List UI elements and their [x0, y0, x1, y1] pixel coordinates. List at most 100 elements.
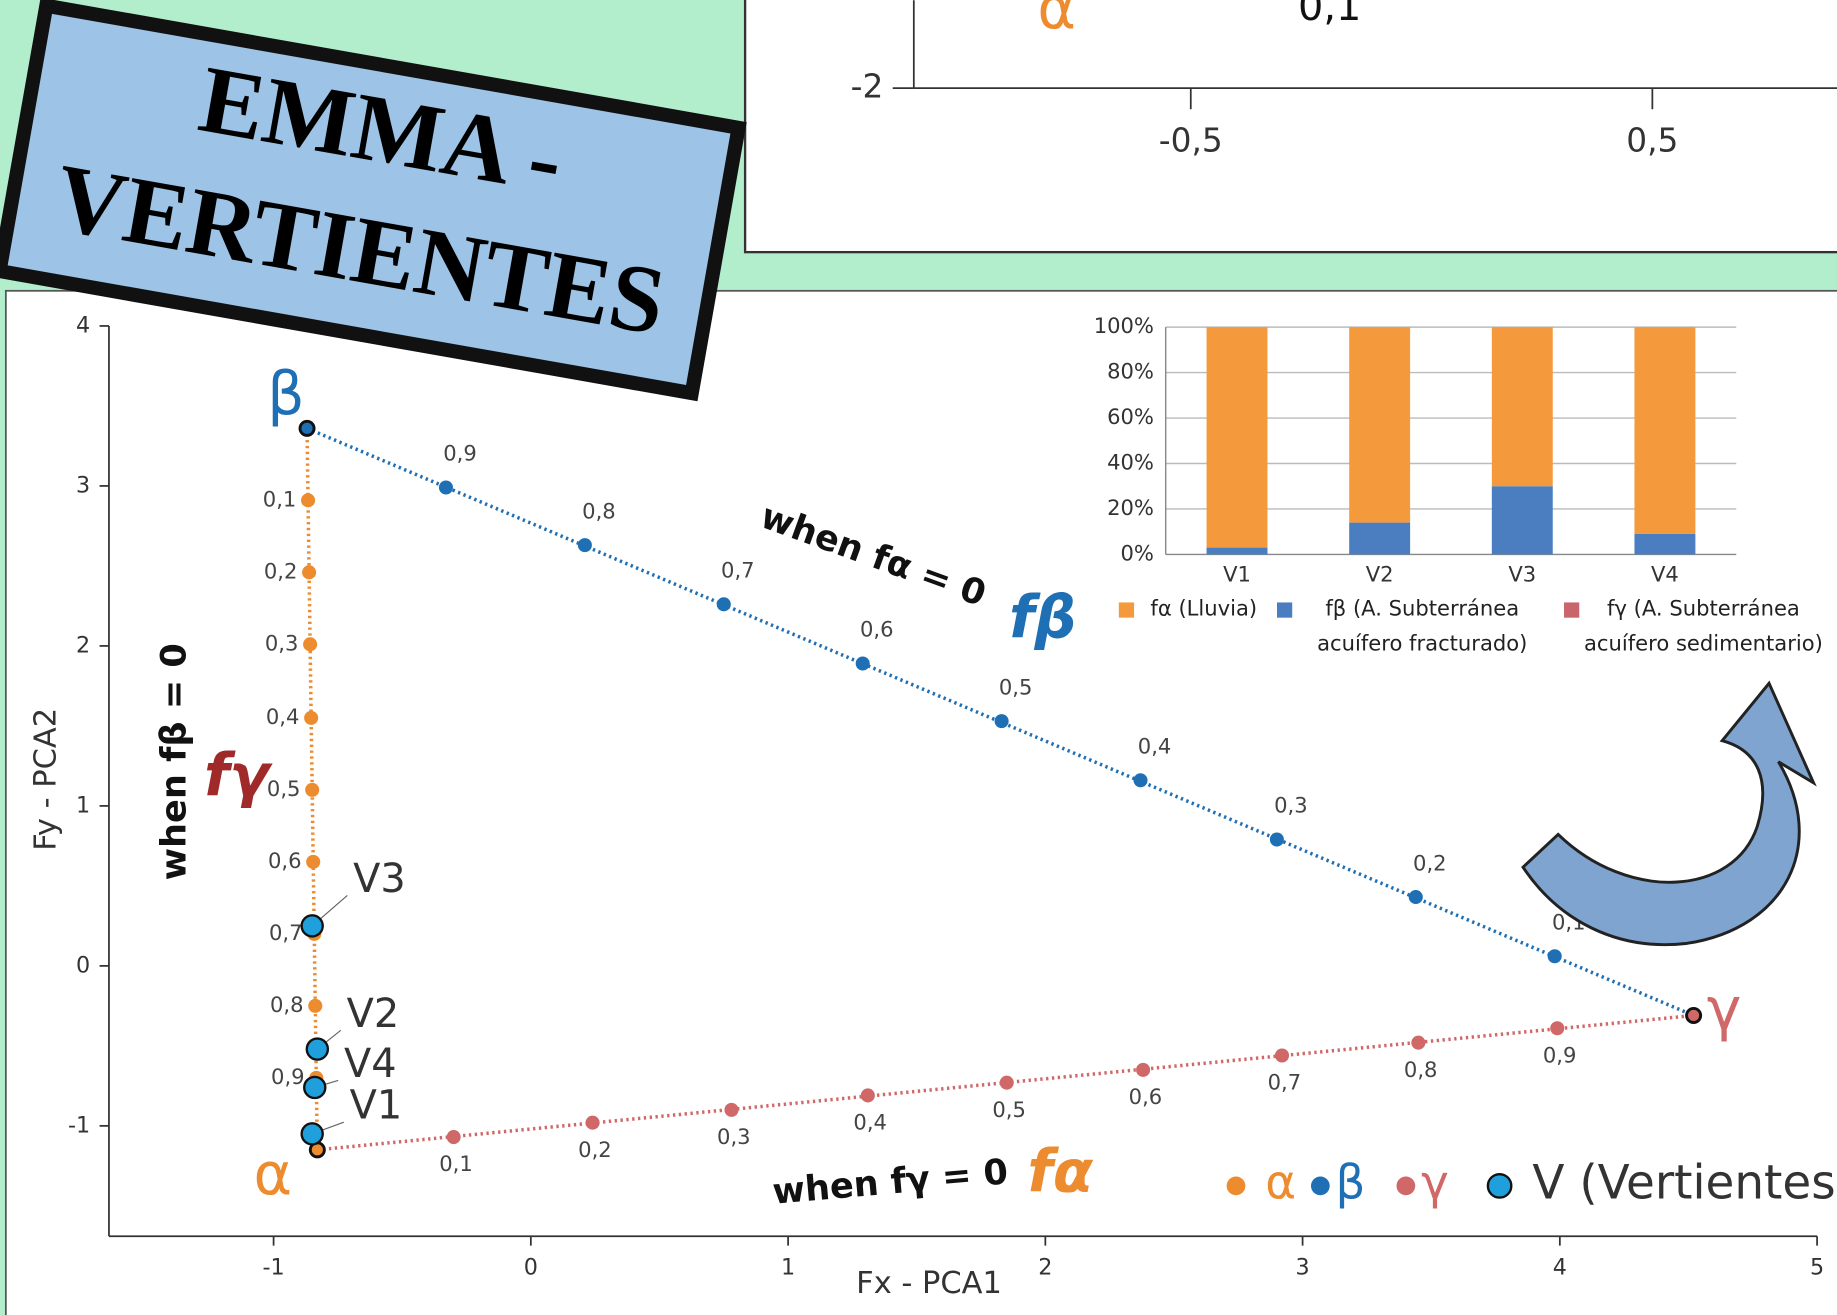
- mixing-point: [1411, 1036, 1425, 1050]
- y-tick-label: 20%: [1107, 495, 1154, 520]
- legend-entry: fβ (A. Subterránea acuífero fracturado): [1298, 592, 1546, 667]
- point-label: 0,3: [265, 630, 299, 655]
- bar-segment: [1207, 548, 1268, 555]
- point-label: 0,3: [717, 1124, 751, 1149]
- point-label: 0,1: [263, 486, 297, 511]
- bar-segment: [1207, 327, 1268, 547]
- point-label: 0,9: [271, 1064, 305, 1089]
- y-axis-title: Fy - PCA2: [28, 708, 63, 851]
- x-tick-label: V2: [1366, 561, 1394, 586]
- point-label: 0,5: [992, 1097, 1026, 1122]
- bar-segment: [1634, 534, 1695, 554]
- end-member-label: α: [254, 1140, 293, 1208]
- legend-label: α: [1265, 1156, 1296, 1210]
- y-tick-label: 1: [76, 792, 90, 818]
- mixing-point: [447, 1130, 461, 1144]
- point-label: 0,2: [1413, 850, 1447, 875]
- y-tick-label: -2: [851, 68, 884, 106]
- legend-swatch: [1277, 602, 1292, 617]
- mixing-point: [301, 493, 315, 507]
- mixing-point: [304, 711, 318, 725]
- point-label: 0,8: [1404, 1057, 1438, 1082]
- mixing-point: [1000, 1076, 1014, 1090]
- y-tick-label: 3: [76, 472, 90, 498]
- mixing-point: [1409, 890, 1423, 904]
- x-tick-label: -1: [262, 1254, 284, 1280]
- legend-marker: [1311, 1176, 1330, 1195]
- y-tick-label: 4: [76, 312, 90, 338]
- page: -0,50,5-2α0,1 -1012345-101234Fx - PCA1Fy…: [0, 0, 1837, 1315]
- mixing-point: [439, 481, 453, 495]
- mixing-point: [995, 714, 1009, 728]
- spring-point: [302, 1123, 323, 1144]
- x-tick-label: V1: [1223, 561, 1251, 586]
- point-label: 0,9: [443, 441, 477, 466]
- y-tick-label: 100%: [1094, 313, 1154, 338]
- mixing-point: [1270, 832, 1284, 846]
- bar-segment: [1349, 327, 1410, 522]
- x-tick-label: 5: [1810, 1254, 1824, 1280]
- point-label: 0,2: [264, 558, 298, 583]
- mixing-point: [305, 783, 319, 797]
- legend-label: γ: [1421, 1156, 1449, 1210]
- x-tick-label: 2: [1038, 1254, 1052, 1280]
- annotation: when fβ = 0: [154, 643, 195, 880]
- legend-label: fβ (A. Subterránea acuífero fracturado): [1298, 592, 1546, 662]
- x-tick-label: 3: [1296, 1254, 1310, 1280]
- figure: -0,50,5-2α0,1 -1012345-101234Fx - PCA1Fy…: [0, 0, 1837, 1315]
- point-label: 0,8: [270, 992, 304, 1017]
- point-label: 0,6: [268, 848, 302, 873]
- mixing-point: [1133, 773, 1147, 787]
- mixing-point: [578, 538, 592, 552]
- mixing-point: [856, 656, 870, 670]
- point-label: 0,4: [853, 1110, 887, 1135]
- x-tick-label: 0,5: [1626, 122, 1678, 160]
- point-label: 0,8: [582, 498, 616, 523]
- legend-label: fα (Lluvia): [1142, 592, 1265, 627]
- y-tick-label: 0: [76, 952, 90, 978]
- mixing-point: [1548, 949, 1562, 963]
- x-axis-title: Fx - PCA1: [856, 1266, 1002, 1301]
- legend-marker: [1396, 1176, 1415, 1195]
- annotation: α: [1037, 0, 1076, 42]
- bar-segment: [1492, 486, 1553, 554]
- spring-label: V2: [347, 991, 400, 1037]
- y-tick-label: 0%: [1121, 540, 1154, 565]
- legend-entry: fγ (A. Subterránea acuífero sedimentario…: [1570, 592, 1837, 667]
- x-tick-label: 0: [524, 1254, 538, 1280]
- spring-label: V3: [353, 856, 406, 902]
- legend-label: fγ (A. Subterránea acuífero sedimentario…: [1570, 592, 1837, 662]
- legend-label: β: [1336, 1156, 1366, 1210]
- end-member-label: γ: [1707, 975, 1742, 1043]
- x-tick-label: V4: [1651, 561, 1679, 586]
- bar-segment: [1634, 327, 1695, 534]
- annotation: fα: [1027, 1137, 1093, 1205]
- end-member: [1687, 1008, 1701, 1022]
- mixing-point: [306, 855, 320, 869]
- spring-point: [302, 915, 323, 936]
- point-label: 0,3: [1274, 793, 1308, 818]
- mixing-point: [1550, 1021, 1564, 1035]
- spring-label: V1: [350, 1083, 403, 1129]
- y-tick-label: 60%: [1107, 404, 1154, 429]
- mixing-point: [1136, 1063, 1150, 1077]
- mixing-point: [308, 999, 322, 1013]
- y-tick-label: -1: [68, 1112, 90, 1138]
- legend-swatch: [1119, 602, 1134, 617]
- legend-entry: fα (Lluvia): [1142, 592, 1265, 667]
- point-label: 0,2: [578, 1137, 612, 1162]
- mixing-point: [861, 1088, 875, 1102]
- bar-segment: [1492, 327, 1553, 486]
- point-label: 0,7: [269, 920, 303, 945]
- mixing-point: [717, 597, 731, 611]
- spring-label: V4: [344, 1041, 397, 1087]
- point-label: 0,7: [721, 558, 755, 583]
- legend-marker: [1488, 1174, 1511, 1197]
- mixing-point: [586, 1116, 600, 1130]
- bar-segment: [1349, 523, 1410, 555]
- mixing-point: [303, 637, 317, 651]
- y-tick-label: 80%: [1107, 359, 1154, 384]
- end-member-label: β: [267, 360, 304, 428]
